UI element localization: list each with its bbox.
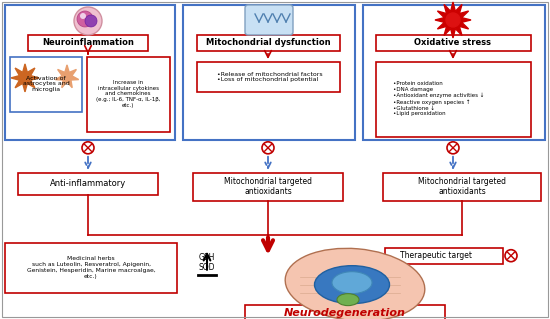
Circle shape bbox=[505, 250, 517, 262]
FancyBboxPatch shape bbox=[245, 305, 445, 319]
Text: Increase in
intracellular cytokines
and chemokines
(e.g.; IL-6, TNF-α, IL-1β,
et: Increase in intracellular cytokines and … bbox=[96, 80, 160, 108]
FancyBboxPatch shape bbox=[197, 35, 340, 51]
Ellipse shape bbox=[315, 266, 389, 304]
Ellipse shape bbox=[337, 294, 359, 306]
Text: Neurodegeneration: Neurodegeneration bbox=[284, 308, 406, 318]
FancyBboxPatch shape bbox=[383, 173, 541, 201]
Polygon shape bbox=[56, 65, 79, 88]
Ellipse shape bbox=[332, 272, 372, 294]
Circle shape bbox=[82, 142, 94, 154]
Text: Medicinal herbs
such as Luteolin, Resveratrol, Apigenin,
Genistein, Hesperidin, : Medicinal herbs such as Luteolin, Resver… bbox=[27, 256, 155, 279]
Polygon shape bbox=[11, 64, 39, 92]
Text: GSH
SOD: GSH SOD bbox=[199, 253, 215, 272]
Circle shape bbox=[446, 13, 460, 27]
FancyBboxPatch shape bbox=[183, 5, 355, 140]
Text: Neuroinflammation: Neuroinflammation bbox=[42, 39, 134, 48]
Circle shape bbox=[85, 15, 97, 27]
Text: Oxidative stress: Oxidative stress bbox=[415, 39, 492, 48]
Circle shape bbox=[77, 11, 93, 27]
Text: Mitochondrial targeted
antioxidants: Mitochondrial targeted antioxidants bbox=[224, 177, 312, 197]
Ellipse shape bbox=[285, 248, 425, 319]
FancyBboxPatch shape bbox=[10, 57, 82, 112]
FancyBboxPatch shape bbox=[87, 57, 170, 132]
FancyBboxPatch shape bbox=[245, 5, 293, 35]
FancyBboxPatch shape bbox=[5, 5, 175, 140]
FancyBboxPatch shape bbox=[363, 5, 545, 140]
FancyBboxPatch shape bbox=[376, 35, 531, 51]
Text: Mitochondrial dysfunction: Mitochondrial dysfunction bbox=[206, 39, 331, 48]
Circle shape bbox=[80, 13, 86, 19]
Text: •Protein oxidation
•DNA damage
•Antioxidant enzyme activities ↓
•Reactive oxygen: •Protein oxidation •DNA damage •Antioxid… bbox=[393, 81, 485, 116]
FancyBboxPatch shape bbox=[385, 248, 503, 264]
Text: •Release of mitochondrial factors
•Loss of mitochondrial potential: •Release of mitochondrial factors •Loss … bbox=[217, 71, 323, 82]
FancyBboxPatch shape bbox=[5, 243, 177, 293]
Text: Mitochondrial targeted
antioxidants: Mitochondrial targeted antioxidants bbox=[418, 177, 506, 197]
FancyBboxPatch shape bbox=[28, 35, 148, 51]
FancyBboxPatch shape bbox=[376, 62, 531, 137]
FancyBboxPatch shape bbox=[193, 173, 343, 201]
FancyBboxPatch shape bbox=[18, 173, 158, 195]
Circle shape bbox=[447, 142, 459, 154]
Text: Therapeutic target: Therapeutic target bbox=[400, 251, 472, 260]
FancyBboxPatch shape bbox=[197, 62, 340, 92]
Polygon shape bbox=[435, 2, 471, 38]
Text: Anti-inflammatory: Anti-inflammatory bbox=[50, 179, 126, 188]
Circle shape bbox=[74, 7, 102, 35]
Circle shape bbox=[262, 142, 274, 154]
Text: Activation of
astrocytes and
microglia: Activation of astrocytes and microglia bbox=[23, 76, 69, 92]
